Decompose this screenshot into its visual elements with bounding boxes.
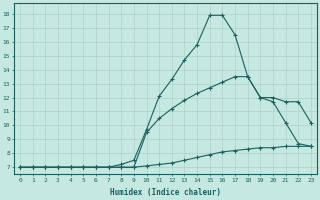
X-axis label: Humidex (Indice chaleur): Humidex (Indice chaleur)	[110, 188, 221, 197]
